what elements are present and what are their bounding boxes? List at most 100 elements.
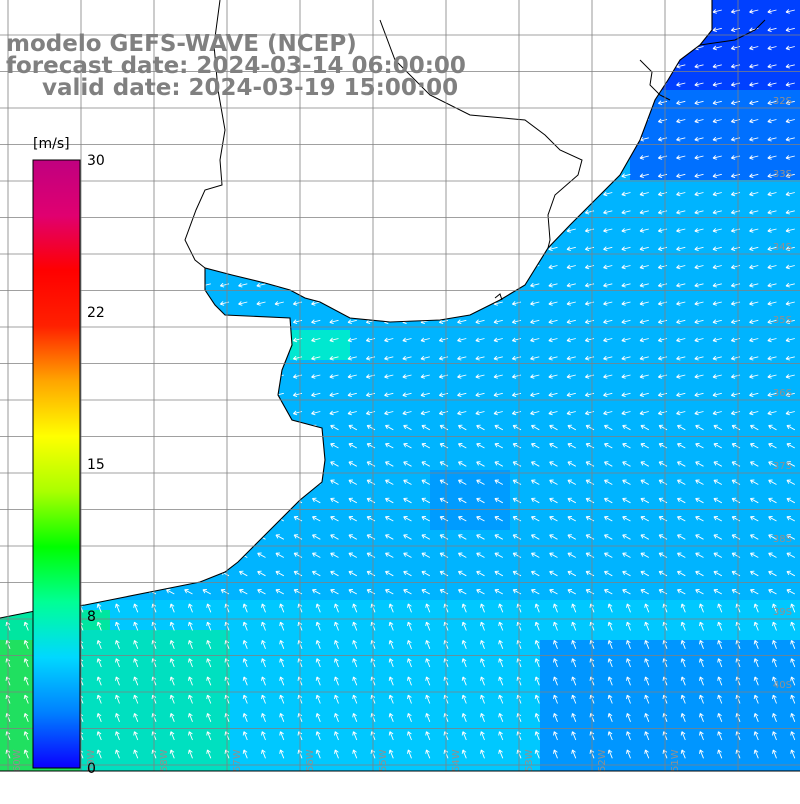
wind-arrow bbox=[767, 264, 777, 270]
wind-arrow bbox=[184, 589, 193, 595]
wind-arrow bbox=[730, 191, 741, 197]
wind-arrow bbox=[677, 479, 686, 485]
wind-arrow bbox=[531, 497, 540, 504]
wind-arrow bbox=[621, 264, 631, 270]
wind-arrow bbox=[457, 355, 467, 361]
wind-arrow bbox=[293, 534, 303, 540]
wind-arrow bbox=[115, 749, 120, 759]
wind-arrow bbox=[571, 640, 577, 649]
wind-arrow bbox=[169, 731, 175, 741]
wind-arrow bbox=[621, 191, 631, 197]
wind-arrow bbox=[731, 497, 741, 504]
wind-arrow bbox=[640, 516, 650, 522]
wind-arrow bbox=[676, 264, 686, 270]
wind-arrow bbox=[334, 749, 339, 759]
wind-arrow bbox=[279, 731, 285, 741]
wind-arrow bbox=[348, 479, 358, 485]
wind-arrow bbox=[626, 640, 631, 649]
wind-arrow bbox=[188, 603, 193, 613]
wind-arrow bbox=[730, 100, 741, 106]
wind-arrow bbox=[366, 552, 376, 558]
wind-arrow bbox=[767, 191, 777, 197]
wind-arrow bbox=[352, 603, 358, 613]
wind-arrow bbox=[461, 731, 467, 741]
wind-arrow bbox=[571, 658, 577, 668]
wind-arrow bbox=[311, 410, 321, 416]
wind-arrow bbox=[23, 713, 29, 722]
wind-arrow bbox=[699, 640, 704, 649]
wind-arrow bbox=[790, 658, 796, 668]
wind-arrow bbox=[407, 749, 412, 759]
wind-arrow bbox=[439, 552, 449, 558]
wind-arrow bbox=[695, 424, 704, 431]
wind-arrow bbox=[330, 534, 339, 540]
wind-arrow bbox=[115, 694, 120, 704]
wind-arrow bbox=[275, 589, 285, 595]
wind-arrow bbox=[677, 424, 686, 431]
wind-arrow bbox=[644, 731, 650, 741]
wind-arrow bbox=[680, 749, 686, 759]
wind-arrow bbox=[352, 731, 358, 741]
wind-arrow bbox=[731, 589, 741, 595]
lat-label-38s: 38S bbox=[773, 534, 792, 545]
wind-arrow bbox=[512, 497, 522, 504]
wind-arrow bbox=[494, 443, 504, 449]
wind-arrow bbox=[534, 694, 540, 704]
wind-arrow bbox=[680, 603, 686, 613]
wind-arrow bbox=[421, 479, 431, 485]
wind-arrow bbox=[403, 552, 412, 558]
wind-arrow bbox=[311, 319, 321, 325]
wind-arrow bbox=[330, 516, 339, 522]
wind-arrow bbox=[695, 534, 704, 540]
wind-arrow bbox=[644, 640, 650, 649]
wind-arrow bbox=[658, 497, 668, 504]
wind-arrow bbox=[767, 355, 777, 361]
wind-arrow bbox=[785, 246, 795, 252]
wind-arrow bbox=[730, 355, 741, 361]
wind-arrow bbox=[458, 479, 467, 485]
wind-arrow bbox=[640, 461, 650, 467]
wind-arrow bbox=[384, 355, 394, 361]
wind-arrow bbox=[730, 282, 741, 288]
wind-arrow bbox=[731, 534, 741, 540]
wind-arrow bbox=[622, 589, 631, 595]
wind-arrow bbox=[790, 749, 796, 759]
wind-arrow bbox=[785, 301, 795, 306]
wind-arrow bbox=[749, 282, 759, 288]
wind-arrow bbox=[553, 731, 558, 741]
wind-arrow bbox=[407, 694, 412, 704]
wind-arrow bbox=[279, 749, 285, 759]
wind-arrow bbox=[750, 479, 759, 485]
wind-arrow bbox=[115, 676, 120, 686]
wind-arrow bbox=[279, 676, 285, 686]
wind-arrow bbox=[676, 155, 686, 160]
wind-arrow bbox=[352, 749, 358, 759]
wind-arrow bbox=[749, 228, 759, 233]
wind-arrow bbox=[767, 100, 777, 106]
wind-arrow bbox=[712, 63, 722, 69]
wind-arrow bbox=[438, 355, 449, 361]
wind-arrow bbox=[348, 461, 358, 467]
wind-arrow bbox=[334, 621, 339, 631]
wind-arrow bbox=[677, 534, 686, 540]
wind-arrow bbox=[553, 603, 558, 613]
wind-arrow bbox=[772, 731, 777, 741]
wind-arrow bbox=[498, 603, 504, 613]
wind-arrow bbox=[749, 374, 759, 379]
wind-arrow bbox=[640, 534, 650, 540]
wind-arrow bbox=[279, 658, 285, 668]
wind-arrow bbox=[438, 410, 449, 416]
wind-arrow bbox=[626, 676, 631, 686]
wind-arrow bbox=[534, 676, 540, 686]
wind-arrow bbox=[768, 424, 777, 431]
lon-label-56w: 56W bbox=[305, 749, 316, 772]
wind-arrow bbox=[261, 621, 266, 631]
wind-arrow bbox=[493, 410, 503, 416]
wind-arrow bbox=[261, 731, 266, 741]
wind-arrow bbox=[767, 118, 777, 124]
wind-arrow bbox=[329, 337, 339, 343]
wind-arrow bbox=[712, 118, 722, 124]
wind-arrow bbox=[753, 676, 759, 686]
wind-arrow bbox=[549, 516, 558, 522]
